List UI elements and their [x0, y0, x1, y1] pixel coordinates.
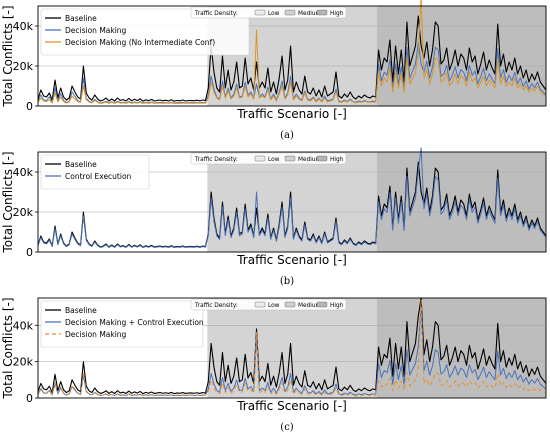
- y-tick-label: 40k: [13, 166, 34, 179]
- y-tick-label: 0: [26, 392, 33, 405]
- density-legend-title: Traffic Density:: [194, 303, 238, 309]
- legend-label-3: Decision Making (No Intermediate Conf): [65, 38, 215, 47]
- series-line-3: [37, 0, 547, 105]
- series-legend-box: [40, 8, 250, 56]
- density-label-medium: Medium: [298, 303, 322, 309]
- series-legend-box: [40, 154, 150, 190]
- density-swatch-high: [316, 301, 328, 308]
- plot-frame: [37, 297, 547, 399]
- panel-caption: (c): [280, 422, 294, 433]
- density-label-low: Low: [268, 303, 280, 309]
- density-label-high: High: [330, 157, 344, 163]
- y-tick-label: 40k: [13, 20, 34, 33]
- series-line-1: [37, 297, 547, 395]
- density-swatch-high: [316, 155, 328, 162]
- x-axis-label: Traffic Scenario [-]: [236, 107, 347, 121]
- legend-label-3: Decision Making: [65, 330, 127, 339]
- y-tick-label: 20k: [13, 60, 34, 73]
- series-line-1: [37, 15, 547, 102]
- y-axis-label: Total Conflicts [-]: [1, 297, 15, 399]
- legend-label-2: Decision Making + Control Execution: [65, 318, 204, 327]
- density-legend-box: [190, 152, 347, 165]
- density-swatch-medium: [284, 155, 296, 162]
- y-axis-label: Total Conflicts [-]: [1, 5, 15, 107]
- plot-frame: [37, 151, 547, 253]
- density-legend-title: Traffic Density:: [194, 157, 238, 163]
- density-legend-title: Traffic Density:: [194, 11, 238, 17]
- y-tick-label: 40k: [13, 319, 34, 332]
- density-region-high: [376, 298, 546, 398]
- density-legend-box: [190, 6, 347, 19]
- legend-label-1: Baseline: [65, 14, 97, 23]
- density-swatch-low: [254, 155, 266, 162]
- legend-label-1: Baseline: [65, 306, 97, 315]
- density-legend-box: [190, 298, 347, 311]
- legend-label-2: Decision Making: [65, 26, 127, 35]
- y-tick-label: 20k: [13, 206, 34, 219]
- density-label-high: High: [330, 303, 344, 309]
- density-label-high: High: [330, 11, 344, 17]
- plot-frame: [37, 5, 547, 107]
- density-label-medium: Medium: [298, 11, 322, 17]
- series-line-3: [37, 299, 547, 397]
- density-swatch-medium: [284, 301, 296, 308]
- y-tick-label: 0: [26, 246, 33, 259]
- legend-label-2: Control Execution: [65, 172, 132, 181]
- x-axis-label: Traffic Scenario [-]: [236, 253, 347, 267]
- y-axis-label: Total Conflicts [-]: [1, 151, 15, 253]
- density-label-low: Low: [268, 11, 280, 17]
- density-label-low: Low: [268, 157, 280, 163]
- series-legend-box: [40, 300, 204, 348]
- density-swatch-high: [316, 9, 328, 16]
- density-region-medium: [207, 152, 377, 252]
- density-swatch-low: [254, 301, 266, 308]
- x-axis-label: Traffic Scenario [-]: [236, 399, 347, 413]
- series-line-2: [37, 42, 547, 104]
- y-tick-label: 20k: [13, 356, 34, 369]
- panel-caption: (a): [280, 130, 294, 141]
- density-swatch-medium: [284, 9, 296, 16]
- density-label-medium: Medium: [298, 157, 322, 163]
- panel-caption: (b): [280, 276, 294, 287]
- y-tick-label: 0: [26, 100, 33, 113]
- series-line-2: [37, 147, 547, 249]
- density-swatch-low: [254, 9, 266, 16]
- legend-label-1: Baseline: [65, 160, 97, 169]
